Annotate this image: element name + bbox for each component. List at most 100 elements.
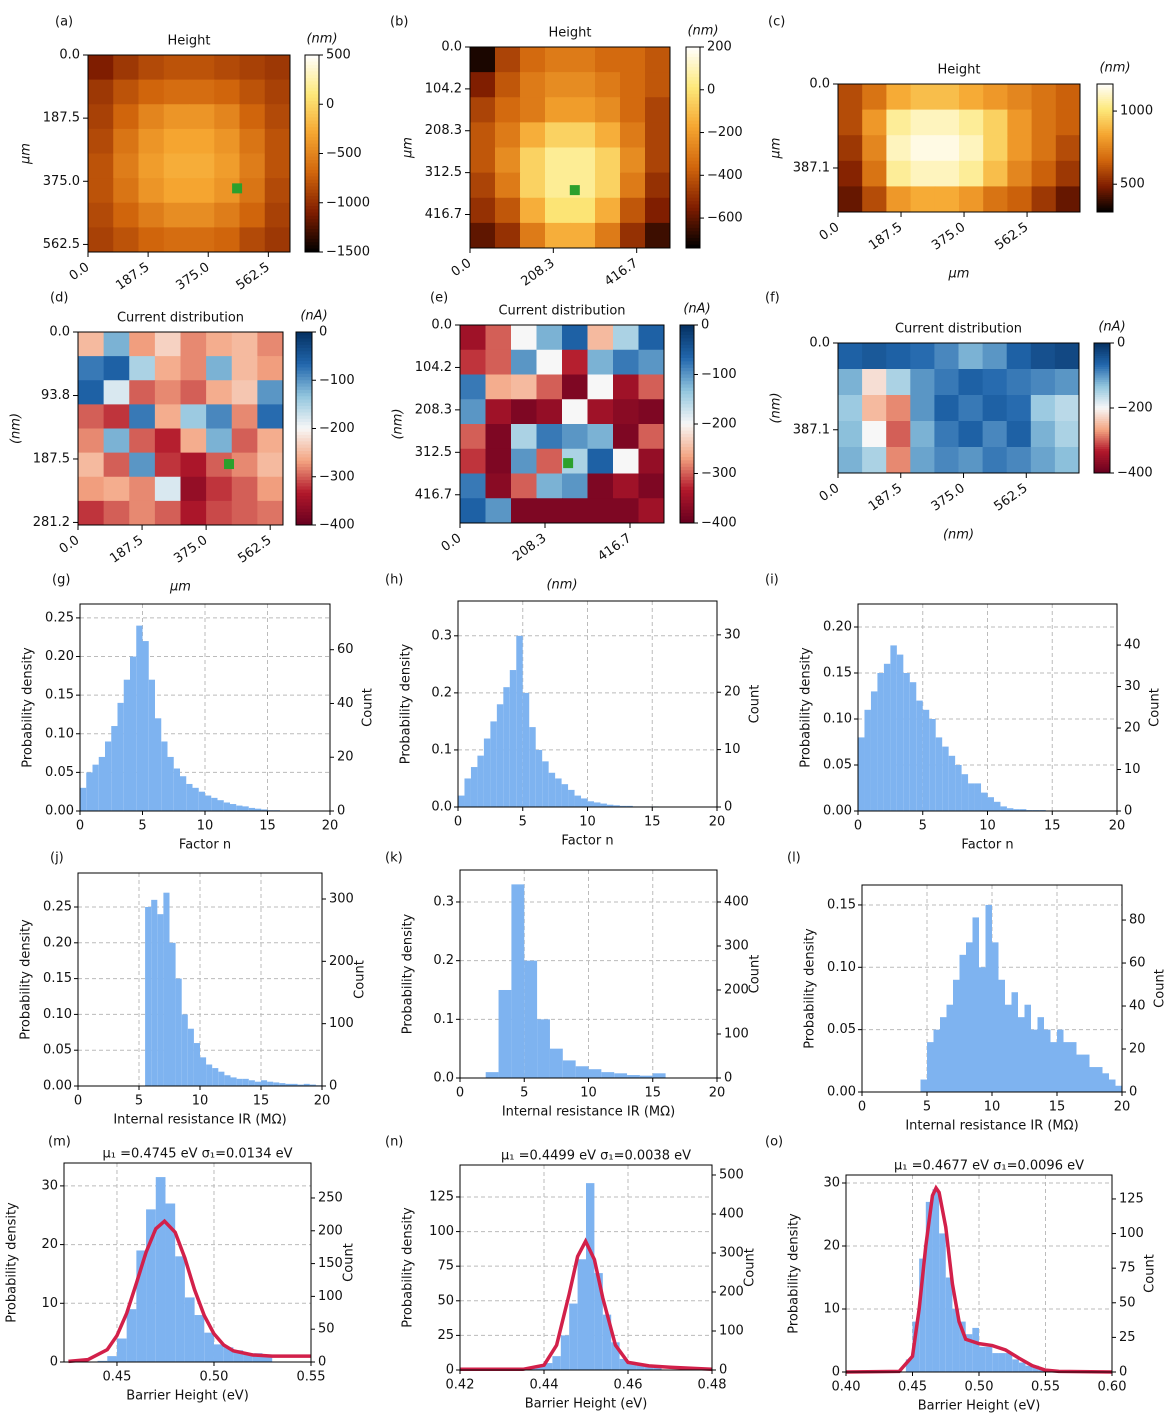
colorbar-slice <box>305 68 319 72</box>
heatmap-cell <box>257 476 284 502</box>
y-axis-label: Probability density <box>787 1213 802 1334</box>
heatmap-cell <box>958 447 984 474</box>
y-tick-label: 0.00 <box>45 804 74 819</box>
colorbar-slice <box>1094 397 1110 400</box>
colorbar-slice <box>296 393 312 397</box>
x-axis-label: (nm) <box>943 528 974 543</box>
heatmap-cell <box>1031 109 1057 136</box>
y-tick-label: 0.3 <box>431 628 452 643</box>
colorbar-slice <box>1094 379 1110 383</box>
colorbar-slice <box>686 191 700 195</box>
y-tick-label: 187.5 <box>33 451 70 466</box>
heatmap-cell <box>620 122 646 148</box>
heatmap-cell <box>231 428 258 454</box>
y-tick-label: 0.10 <box>823 712 852 727</box>
colorbar-slice <box>680 447 694 451</box>
colorbar-slice <box>680 440 694 445</box>
x-tick-label: 10 <box>197 819 214 834</box>
x-tick-label: 0 <box>454 815 462 830</box>
heatmap-cell <box>470 222 496 249</box>
heatmap-cell <box>154 500 181 526</box>
panel-label: (a) <box>55 15 73 30</box>
colorbar-slice <box>1094 375 1110 379</box>
panel-label: (m) <box>48 1135 71 1150</box>
heatmap-cell <box>1006 447 1032 474</box>
histogram-bar <box>987 797 994 811</box>
heatmap-cell <box>886 135 912 162</box>
colorbar-slice <box>305 206 319 210</box>
x-axis-label: Factor n <box>561 834 613 849</box>
heatmap-cell <box>1054 421 1080 448</box>
colorbar-slice <box>296 463 312 468</box>
colorbar-slice <box>1097 101 1113 104</box>
heatmap-cell <box>838 84 863 111</box>
heatmap-cell <box>536 325 563 351</box>
heatmap-cell <box>838 421 863 448</box>
colorbar-slice <box>296 344 312 349</box>
x-tick-label: 0.44 <box>530 1378 559 1393</box>
heatmap-cell <box>239 55 266 81</box>
x-axis-label: μm <box>169 580 191 595</box>
y2-tick-label: 100 <box>329 1016 354 1031</box>
y-tick-label: 0.10 <box>827 960 856 975</box>
colorbar-slice <box>296 418 312 423</box>
y-tick-label: 104.2 <box>415 360 452 375</box>
colorbar-slice <box>680 387 694 392</box>
histogram-bar <box>212 1068 219 1086</box>
histogram-bar <box>1019 809 1027 811</box>
colorbar-slice <box>296 386 312 391</box>
colorbar-slice <box>296 499 312 503</box>
heatmap-cell <box>78 500 105 526</box>
histogram-bar <box>485 1072 499 1078</box>
y2-tick-label: 0 <box>724 1071 732 1086</box>
histogram-bar <box>187 1028 194 1086</box>
colorbar-slice <box>686 103 700 108</box>
colorbar-slice <box>680 381 694 385</box>
y-tick-label: 50 <box>437 1293 454 1308</box>
histogram-bar <box>639 1075 653 1078</box>
histogram-bar <box>953 979 960 1092</box>
histogram-bar <box>972 1327 979 1372</box>
y2-tick-label: 30 <box>1124 679 1141 694</box>
colorbar-slice <box>686 194 700 199</box>
histogram-bar <box>230 804 237 811</box>
y2-tick-label: 300 <box>724 938 749 953</box>
heatmap-cell <box>838 186 863 213</box>
colorbar-slice <box>296 373 312 378</box>
histogram-bar <box>146 1209 156 1362</box>
heatmap-cell <box>910 395 935 422</box>
heatmap-cell <box>838 135 863 162</box>
x-tick-label: 15 <box>253 1094 270 1109</box>
x-tick-label: 0.50 <box>965 1380 994 1395</box>
heatmap-cell <box>536 498 563 524</box>
colorbar-slice <box>680 351 694 356</box>
heatmap-cell <box>862 395 887 422</box>
y-tick-label: 0.20 <box>45 649 74 664</box>
colorbar-slice <box>680 493 694 498</box>
plot-frame <box>87 54 291 253</box>
histogram-bar <box>1025 1365 1033 1372</box>
histogram-bar <box>652 1073 666 1078</box>
y-tick-label: 0.00 <box>823 804 852 819</box>
heatmap-cell <box>910 186 936 213</box>
colorbar-slice <box>1094 460 1110 463</box>
histogram-bar <box>606 804 614 807</box>
panel-label: (e) <box>430 291 448 306</box>
heatmap-cell <box>78 380 105 405</box>
panel-label: (l) <box>787 851 801 866</box>
heatmap-cell <box>189 128 215 154</box>
heatmap-cell <box>613 424 639 450</box>
colorbar-slice <box>1094 431 1110 435</box>
heatmap-cell <box>1030 421 1056 448</box>
heatmap-cell <box>495 147 521 174</box>
heatmap-cell <box>103 332 130 357</box>
histogram-bar <box>549 1048 563 1078</box>
panel-label: (o) <box>765 1135 783 1150</box>
heatmap-cell <box>88 104 114 130</box>
histogram-bar <box>192 787 199 811</box>
y2-axis-label: Count <box>342 1243 357 1282</box>
x-tick-label: 0.46 <box>614 1378 643 1393</box>
colorbar-slice <box>686 93 700 98</box>
colorbar-slice <box>1094 423 1110 426</box>
histogram-bar <box>890 645 897 811</box>
